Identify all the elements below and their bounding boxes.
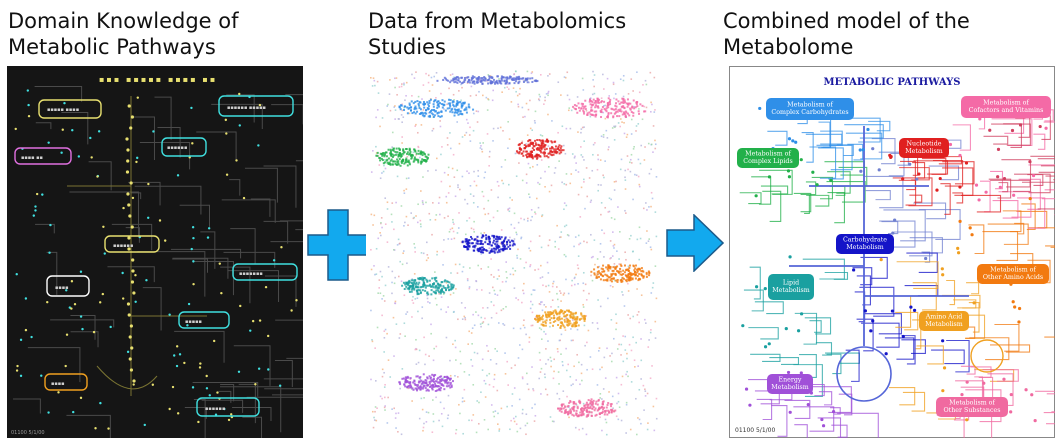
- svg-text:▪▪▪▪: ▪▪▪▪: [55, 285, 69, 291]
- svg-text:Complex Carbohydrates: Complex Carbohydrates: [771, 109, 848, 116]
- combined-map-title: METABOLIC PATHWAYS: [824, 77, 961, 88]
- svg-text:Cofactors and Vitamins: Cofactors and Vitamins: [969, 107, 1044, 114]
- svg-text:Metabolism of: Metabolism of: [990, 267, 1036, 274]
- svg-text:Metabolism of: Metabolism of: [745, 151, 791, 158]
- domain-knowledge-heading: Domain Knowledge of Metabolic Pathways: [8, 9, 239, 59]
- svg-text:Lipid: Lipid: [783, 280, 799, 287]
- scatter-clusters: [375, 75, 651, 418]
- svg-text:Complex Lipids: Complex Lipids: [743, 158, 792, 165]
- svg-text:Metabolism: Metabolism: [846, 244, 884, 251]
- svg-text:Other Amino Acids: Other Amino Acids: [983, 274, 1043, 281]
- arrow-right-icon: [666, 214, 724, 272]
- metabolomics-data-scatter: [366, 66, 660, 438]
- svg-text:▪▪▪▪▪▪: ▪▪▪▪▪▪: [167, 145, 187, 151]
- svg-text:Energy: Energy: [779, 377, 802, 384]
- dark-map-footer: 01100 5/1/00: [11, 430, 45, 436]
- svg-text:▪▪▪▪: ▪▪▪▪: [51, 381, 65, 387]
- svg-text:▪▪▪▪ ▪▪: ▪▪▪▪ ▪▪: [21, 155, 43, 161]
- scatter-background-points: [370, 70, 658, 436]
- dark-pathway-map: ▪▪▪ ▪▪▪▪▪ ▪▪▪▪ ▪▪ ▪▪▪▪▪ ▪▪▪▪ ▪▪▪▪▪▪ ▪▪▪▪…: [7, 66, 303, 438]
- svg-text:Other Substances: Other Substances: [944, 407, 1001, 414]
- svg-text:Metabolism of: Metabolism of: [983, 100, 1029, 107]
- combined-map-pathway-lines: [739, 108, 1055, 438]
- svg-text:Metabolism: Metabolism: [772, 287, 810, 294]
- metabolomics-data-heading: Data from Metabolomics Studies: [368, 9, 627, 59]
- svg-text:▪▪▪▪▪▪ ▪▪▪▪▪: ▪▪▪▪▪▪ ▪▪▪▪▪: [227, 105, 266, 111]
- svg-text:Metabolism: Metabolism: [905, 148, 943, 155]
- dark-map-nodes: [14, 89, 298, 430]
- dark-map-box-glyphs: ▪▪▪▪▪ ▪▪▪▪ ▪▪▪▪▪▪ ▪▪▪▪▪ ▪▪▪▪▪▪ ▪▪▪▪ ▪▪ ▪…: [21, 105, 266, 412]
- svg-text:▪▪▪▪▪▪▪: ▪▪▪▪▪▪▪: [239, 271, 263, 277]
- svg-text:Carbohydrate: Carbohydrate: [843, 237, 887, 244]
- combined-map-footer: 01100 5/1/00: [735, 427, 775, 434]
- svg-text:▪▪▪▪▪▪: ▪▪▪▪▪▪: [113, 243, 133, 249]
- dark-map-title-glyphs: ▪▪▪ ▪▪▪▪▪ ▪▪▪▪ ▪▪: [99, 74, 217, 84]
- svg-text:Metabolism: Metabolism: [925, 321, 963, 328]
- plus-icon: [307, 209, 369, 281]
- svg-text:Metabolism of: Metabolism of: [787, 102, 833, 109]
- dark-map-pathway-lines: [13, 86, 303, 438]
- urea-cycle-circle: [970, 339, 1004, 373]
- svg-text:Metabolism of: Metabolism of: [949, 400, 995, 407]
- svg-text:Nucleotide: Nucleotide: [907, 141, 942, 148]
- combined-model-heading: Combined model of the Metabolome: [723, 9, 970, 59]
- dark-map-boxes: [14, 95, 298, 417]
- svg-text:▪▪▪▪▪▪: ▪▪▪▪▪▪: [205, 406, 225, 412]
- combined-pathway-map: METABOLIC PATHWAYS Metabolism ofComplex …: [729, 66, 1055, 438]
- svg-text:▪▪▪▪▪: ▪▪▪▪▪: [185, 319, 202, 325]
- tca-cycle-circle: [836, 346, 892, 402]
- svg-text:Amino Acid: Amino Acid: [925, 314, 963, 321]
- svg-text:▪▪▪▪▪ ▪▪▪▪: ▪▪▪▪▪ ▪▪▪▪: [47, 107, 79, 113]
- dark-map-main-pathway: [67, 96, 207, 396]
- svg-text:Metabolism: Metabolism: [771, 384, 809, 391]
